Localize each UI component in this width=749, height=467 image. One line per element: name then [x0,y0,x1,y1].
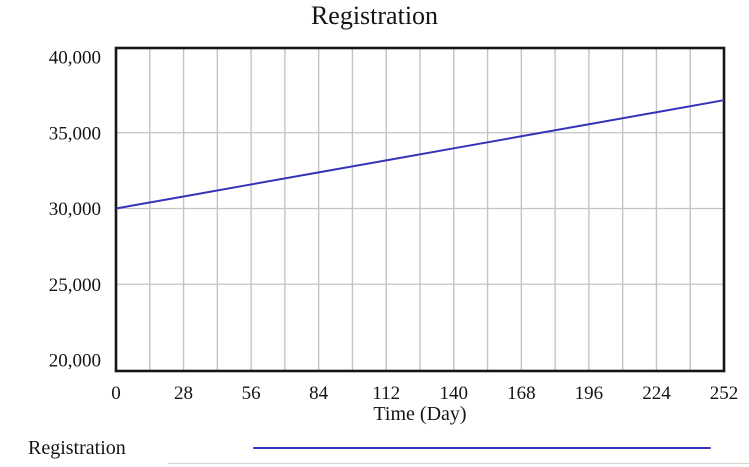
y-tick-label: 35,000 [49,123,101,144]
y-axis-labels: 20,000 25,000 30,000 35,000 40,000 [49,48,101,372]
registration-line [115,99,725,210]
y-tick-label: 40,000 [49,48,101,69]
x-tick-label: 224 [642,383,671,404]
y-tick-label: 30,000 [49,199,101,220]
chart-title: Registration [310,1,439,30]
x-tick-label: 28 [174,383,193,404]
x-axis-title: Time (Day) [373,403,467,425]
gridlines [116,48,724,371]
legend-label: Registration [28,437,126,459]
x-tick-label: 196 [575,383,604,404]
legend: Registration [0,437,749,461]
x-tick-label: 0 [111,383,121,404]
y-tick-label: 25,000 [49,275,101,296]
x-tick-label: 168 [507,383,536,404]
x-tick-label: 84 [309,383,329,404]
y-tick-label: 20,000 [49,351,101,372]
x-tick-label: 112 [372,383,400,404]
x-axis-labels: 0 28 56 84 112 140 168 196 224 252 [111,383,738,404]
plot-border [114,46,726,373]
window-bottom-edge [168,463,749,464]
x-tick-label: 140 [440,383,469,404]
x-tick-label: 56 [242,383,261,404]
x-tick-label: 252 [710,383,739,404]
series-line-registration [115,99,725,210]
legend-line-swatch [253,447,711,449]
